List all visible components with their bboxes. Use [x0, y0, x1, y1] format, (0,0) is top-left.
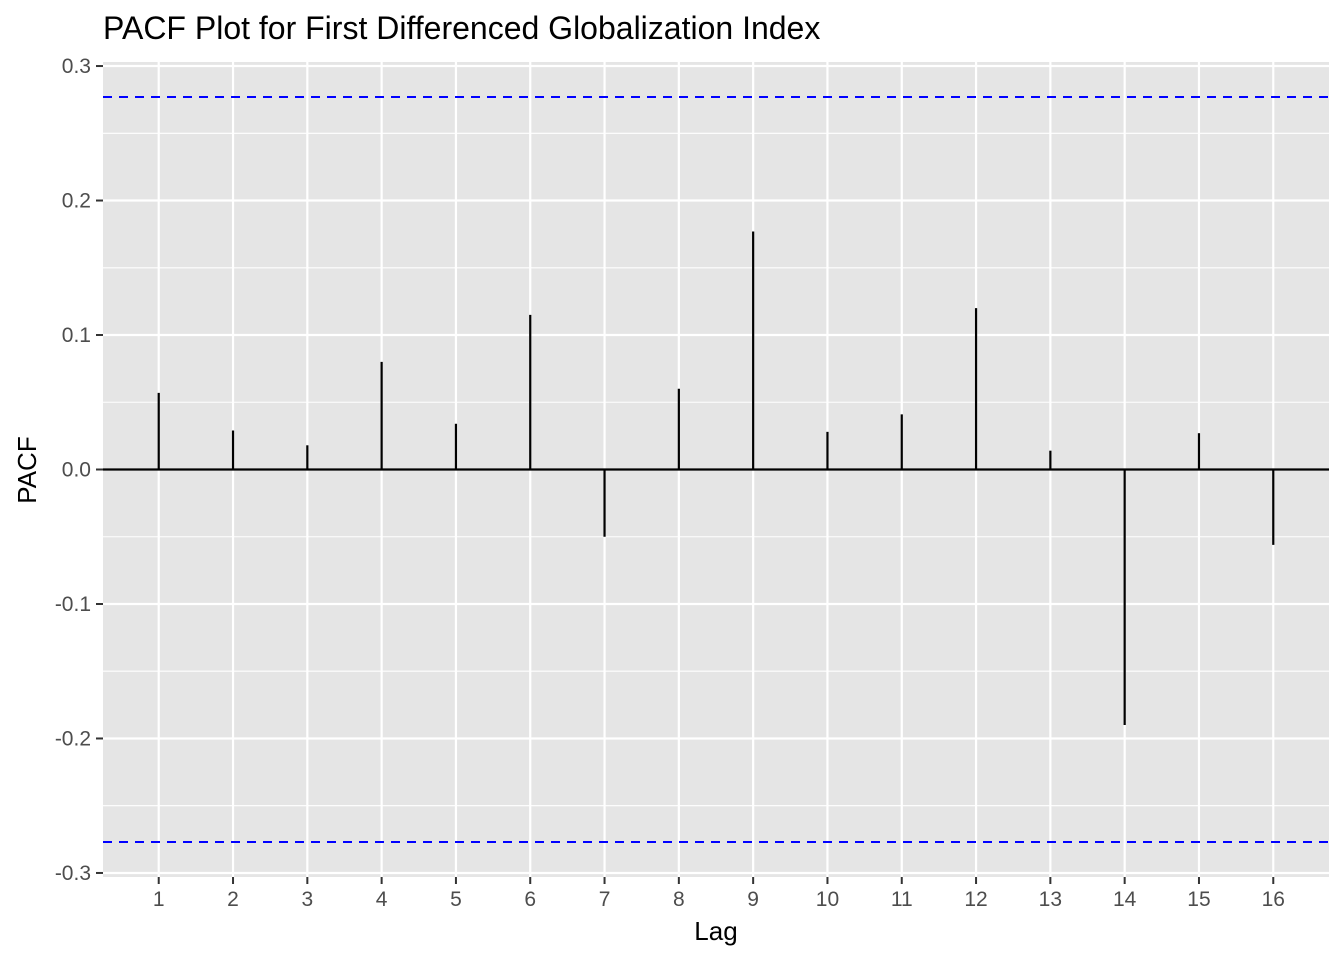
x-tick-label: 2 [227, 888, 239, 911]
x-tick-label: 1 [153, 888, 165, 911]
y-tick-label: -0.2 [55, 727, 91, 750]
chart-title: PACF Plot for First Differenced Globaliz… [103, 10, 820, 46]
x-tick-label: 5 [450, 888, 462, 911]
y-axis-ticks: 0.3 0.2 0.1 0.0 -0.1 -0.2 -0.3 [55, 55, 103, 885]
y-tick-label: 0.1 [62, 324, 91, 347]
x-tick-label: 16 [1262, 888, 1285, 911]
y-tick-label: 0.3 [62, 55, 91, 78]
x-tick-label: 11 [891, 888, 913, 911]
y-axis-title: PACF [12, 436, 42, 503]
y-tick-label: 0.2 [62, 190, 91, 213]
x-tick-label: 7 [599, 888, 611, 911]
y-tick-label: 0.0 [62, 459, 91, 482]
x-tick-label: 14 [1113, 888, 1137, 911]
x-tick-label: 8 [673, 888, 685, 911]
y-tick-label: -0.1 [55, 593, 91, 616]
x-tick-label: 4 [376, 888, 388, 911]
x-axis-ticks: 1 2 3 4 5 6 7 8 9 10 11 12 13 14 15 16 [153, 877, 1285, 911]
x-tick-label: 15 [1187, 888, 1210, 911]
x-axis-title: Lag [694, 916, 737, 946]
x-tick-label: 3 [301, 888, 313, 911]
x-tick-label: 9 [747, 888, 759, 911]
pacf-bars [103, 231, 1329, 726]
x-tick-label: 13 [1039, 888, 1062, 911]
x-tick-label: 10 [816, 888, 839, 911]
x-tick-label: 6 [524, 888, 536, 911]
y-tick-label: -0.3 [55, 862, 91, 885]
x-tick-label: 12 [964, 888, 987, 911]
confidence-bounds [103, 95, 1329, 844]
